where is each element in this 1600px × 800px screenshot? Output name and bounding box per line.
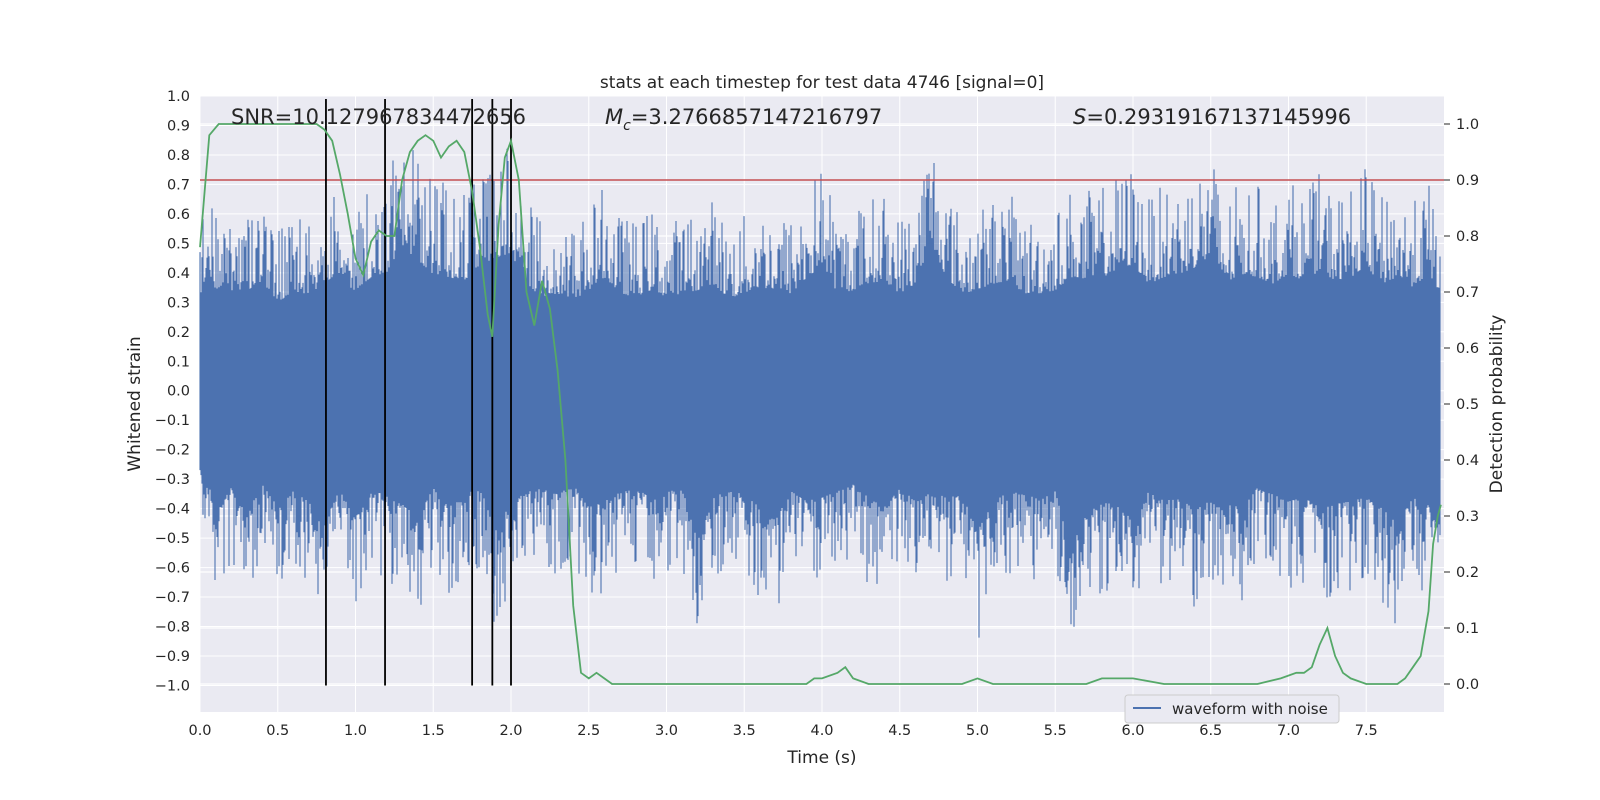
strain-trace [199,146,1441,638]
y-tick-label: −0.2 [155,443,190,459]
y2-tick-labels: 1.0 0.9 0.8 0.7 0.6 0.5 0.4 0.3 0.2 0.1 0.0 [1456,117,1479,693]
x-tick-labels: 0.0 0.5 1.0 1.5 2.0 2.5 3.0 3.5 4.0 4.5 5.0 5.5 6.0 6… [188,723,1377,739]
x-tick-label: 7.5 [1355,723,1378,739]
y2-tick-label: 0.9 [1456,173,1479,189]
y2-tick-label: 0.7 [1456,285,1479,301]
s-value: =0.29319167137145996 [1086,105,1351,129]
y-tick-label: 0.4 [167,266,190,282]
x-tick-label: 6.0 [1121,723,1144,739]
y-tick-label: 0.7 [167,177,190,193]
x-tick-label: 4.0 [810,723,833,739]
x-tick-label: 2.5 [577,723,600,739]
snr-annotation: SNR=10.127967834472656 [231,105,526,129]
y-tick-label: −0.9 [155,649,190,665]
chirp-mass-subscript: c [623,118,631,134]
y-tick-label: 1.0 [167,89,190,105]
y-tick-label: −0.1 [155,413,190,429]
y2-tick-label: 0.6 [1456,341,1479,357]
y-tick-label: −0.7 [155,590,190,606]
y2-tick-label: 0.8 [1456,229,1479,245]
x-tick-label: 7.0 [1277,723,1300,739]
y2-axis-label: Detection probability [1487,315,1507,494]
legend-label: waveform with noise [1172,700,1328,718]
y-tick-label: 0.5 [167,236,190,252]
y2-tick-label: 0.4 [1456,453,1479,469]
x-tick-label: 0.5 [266,723,289,739]
y-tick-label: −0.8 [155,620,190,636]
y-tick-label: −0.6 [155,561,190,577]
y2-tick-label: 0.1 [1456,621,1479,637]
y2-tick-label: 0.2 [1456,565,1479,581]
y-tick-label: 0.2 [167,325,190,341]
y-tick-label: 0.6 [167,207,190,223]
x-tick-label: 5.0 [966,723,989,739]
chirp-mass-symbol: M [605,105,623,129]
y2-tick-label: 0.5 [1456,397,1479,413]
detection-probability-line [199,123,1442,685]
x-tick-label: 6.5 [1199,723,1222,739]
x-tick-label: 1.5 [422,723,445,739]
chirp-mass-value: =3.2766857147216797 [631,105,882,129]
x-tick-label: 3.0 [655,723,678,739]
y-tick-label: −1.0 [155,678,190,694]
y-tick-label: 0.3 [167,295,190,311]
y-tick-label: 0.1 [167,354,190,370]
y2-tick-label: 0.0 [1456,677,1479,693]
y-axis-label: Whitened strain [125,336,145,471]
y-tick-labels: 1.0 0.9 0.8 0.7 0.6 0.5 0.4 0.3 0.2 0.1 0.0 −0.1 −0.… [155,89,190,694]
legend: waveform with noise [1124,694,1340,724]
y-tick-label: 0.8 [167,148,190,164]
s-annotation: S=0.29319167137145996 [1073,105,1351,129]
y-tick-label: 0.0 [167,384,190,400]
x-tick-label: 1.0 [344,723,367,739]
chirp-mass-annotation: Mc=3.2766857147216797 [605,105,882,134]
y2-tick-label: 0.3 [1456,509,1479,525]
y2-tick-label: 1.0 [1456,117,1479,133]
y-tick-label: −0.3 [155,472,190,488]
x-tick-label: 0.0 [188,723,211,739]
x-tick-label: 4.5 [888,723,911,739]
x-tick-label: 2.0 [499,723,522,739]
strain-series [199,146,1441,638]
s-symbol: S [1073,105,1086,129]
x-axis-label: Time (s) [786,748,856,768]
x-tick-label: 5.5 [1044,723,1067,739]
y-tick-label: 0.9 [167,118,190,134]
y-tick-label: −0.4 [155,502,190,518]
legend-box [1124,694,1340,724]
y-tick-label: −0.5 [155,531,190,547]
x-tick-label: 3.5 [733,723,756,739]
chart-title: stats at each timestep for test data 474… [600,73,1044,93]
